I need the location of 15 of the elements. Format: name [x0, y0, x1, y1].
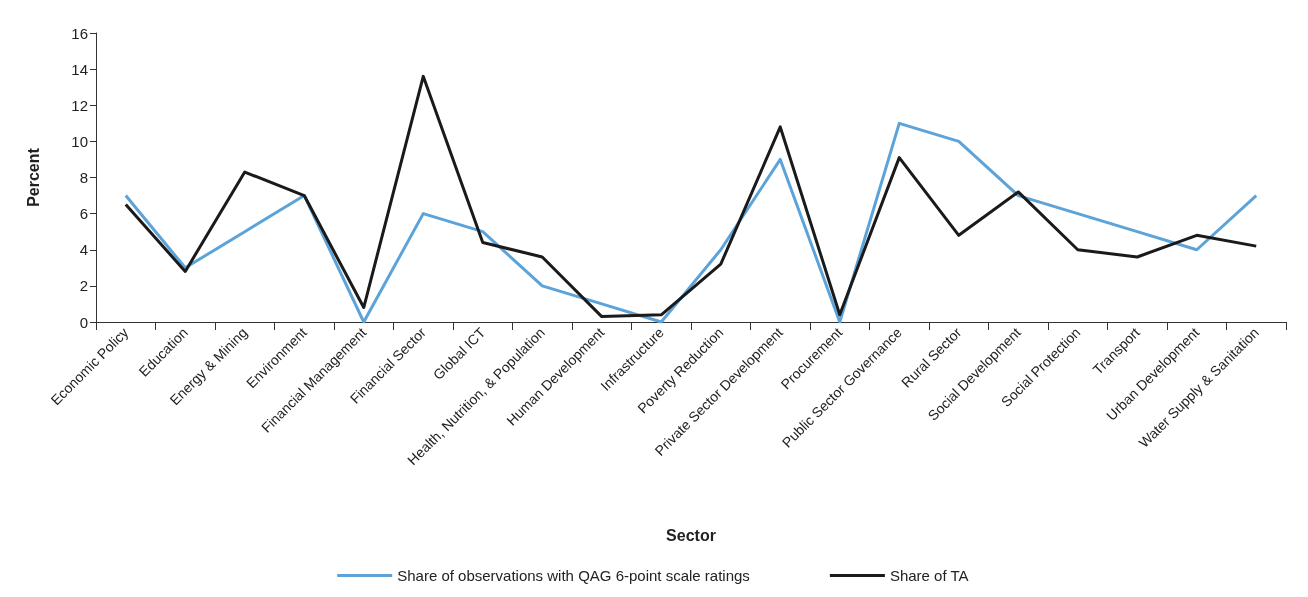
- y-tick-label: 16: [71, 24, 88, 42]
- y-tick-label: 0: [79, 313, 88, 331]
- y-tick-label: 12: [71, 96, 88, 114]
- x-axis-title: Sector: [666, 526, 716, 544]
- legend-label: Share of observations with QAG 6-point scale ratings: [397, 567, 750, 584]
- legend-label: Share of TA: [889, 567, 969, 584]
- y-tick-label: 8: [79, 169, 88, 186]
- line-series: [124, 121, 1258, 324]
- y-tick-label: 14: [71, 60, 88, 78]
- y-tick-label: 2: [79, 277, 88, 295]
- y-axis-title: Percent: [24, 147, 42, 207]
- y-tick-label: 6: [79, 205, 88, 223]
- y-tick-label: 4: [79, 241, 88, 259]
- line-series: [124, 74, 1258, 319]
- y-tick-label: 10: [71, 132, 88, 150]
